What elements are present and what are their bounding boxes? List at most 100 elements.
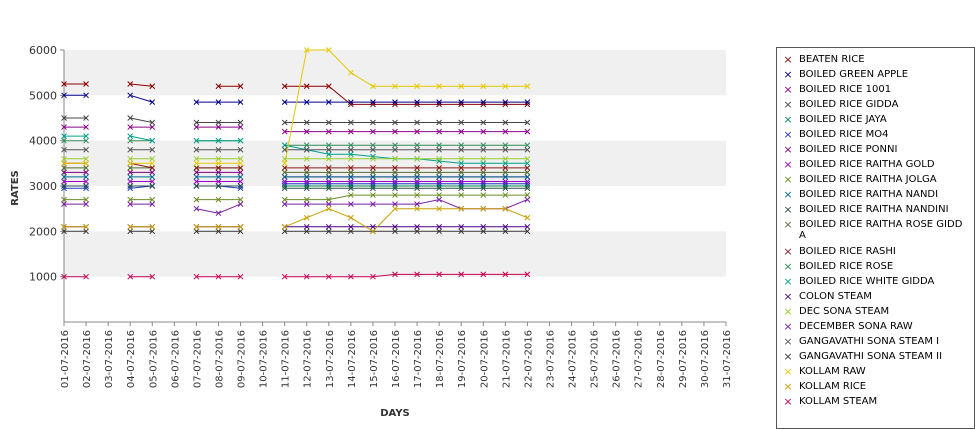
data-point: [348, 142, 354, 149]
data-point: [237, 174, 244, 180]
data-point: [392, 185, 398, 192]
data-point: [502, 223, 509, 230]
data-point: [370, 83, 376, 90]
legend-marker-icon: ×: [783, 290, 793, 303]
data-point: [480, 178, 487, 185]
data-point: [237, 165, 244, 171]
x-tick-label: 01-07-2016: [60, 330, 71, 388]
data-point: [480, 142, 487, 149]
data-point: [458, 192, 465, 198]
data-point: [502, 142, 509, 149]
data-point: [524, 178, 531, 185]
data-point: [480, 99, 487, 105]
data-point: [458, 155, 465, 162]
series-line: [64, 126, 528, 133]
x-tick-label: 07-07-2016: [192, 330, 203, 388]
data-point: [502, 160, 509, 167]
data-point: [524, 180, 531, 187]
data-point: [348, 69, 354, 76]
data-point: [502, 271, 509, 278]
data-point: [61, 223, 67, 230]
data-point: [436, 169, 442, 176]
data-point: [348, 101, 354, 108]
data-point: [215, 174, 222, 180]
data-point: [502, 146, 509, 153]
data-point: [149, 228, 156, 235]
data-point: [502, 185, 509, 192]
data-point: [303, 155, 310, 162]
data-point: [370, 178, 376, 185]
data-point: [524, 99, 531, 105]
data-point: [83, 201, 89, 207]
data-point: [370, 153, 376, 160]
data-point: [458, 101, 465, 108]
data-point: [325, 99, 332, 105]
data-point: [370, 155, 376, 162]
data-point: [193, 137, 200, 144]
data-point: [193, 205, 200, 212]
legend-item: × BOILED RICE RASHI: [777, 246, 974, 258]
data-point: [370, 119, 376, 126]
data-point: [392, 228, 398, 235]
data-point: [325, 142, 332, 149]
data-point: [237, 273, 244, 280]
data-point: [414, 99, 420, 105]
x-tick-label: 29-07-2016: [678, 330, 689, 388]
data-point: [237, 119, 244, 126]
data-point: [237, 146, 244, 153]
data-point: [61, 160, 67, 167]
data-point: [149, 174, 156, 180]
data-point: [193, 124, 200, 130]
data-point: [303, 228, 310, 235]
legend-marker-icon: ×: [783, 188, 793, 201]
data-point: [237, 228, 244, 235]
data-point: [193, 228, 200, 235]
data-point: [436, 228, 442, 235]
data-point: [414, 174, 420, 180]
data-point: [61, 137, 67, 144]
data-point: [325, 47, 332, 53]
data-point: [127, 174, 134, 180]
legend-marker-icon: ×: [783, 173, 793, 186]
data-point: [524, 169, 531, 176]
data-point: [392, 174, 398, 180]
data-point: [436, 101, 442, 108]
data-point: [348, 201, 354, 207]
data-point: [325, 201, 332, 207]
data-point: [127, 201, 134, 207]
data-point: [281, 146, 288, 153]
data-point: [370, 142, 376, 149]
legend-item: × DEC SONA STEAM: [777, 306, 974, 318]
data-point: [237, 160, 244, 167]
data-point: [502, 119, 509, 126]
legend-label: BOILED RICE ROSE: [799, 261, 894, 272]
data-point: [348, 165, 354, 171]
data-point: [127, 223, 134, 230]
data-point: [370, 174, 376, 180]
data-point: [149, 273, 156, 280]
data-point: [348, 228, 354, 235]
data-point: [480, 223, 487, 230]
data-point: [414, 271, 420, 278]
legend-item: × BOILED RICE PONNI: [777, 144, 974, 156]
data-point: [414, 178, 420, 185]
x-tick-label: 19-07-2016: [457, 330, 468, 388]
x-tick-label: 05-07-2016: [148, 330, 159, 388]
data-point: [480, 271, 487, 278]
data-point: [127, 155, 134, 162]
data-point: [414, 128, 420, 135]
data-point: [392, 128, 398, 135]
legend-label: BOILED RICE RAITHA GOLD: [799, 159, 935, 170]
data-point: [524, 183, 531, 189]
data-point: [127, 115, 134, 121]
data-point: [480, 205, 487, 212]
data-point: [458, 142, 465, 149]
data-point: [325, 151, 332, 158]
data-point: [127, 137, 134, 144]
data-point: [281, 183, 288, 189]
data-point: [237, 185, 244, 192]
data-point: [502, 174, 509, 180]
data-point: [436, 174, 442, 180]
x-tick-label: 09-07-2016: [237, 330, 248, 388]
data-point: [281, 196, 288, 203]
